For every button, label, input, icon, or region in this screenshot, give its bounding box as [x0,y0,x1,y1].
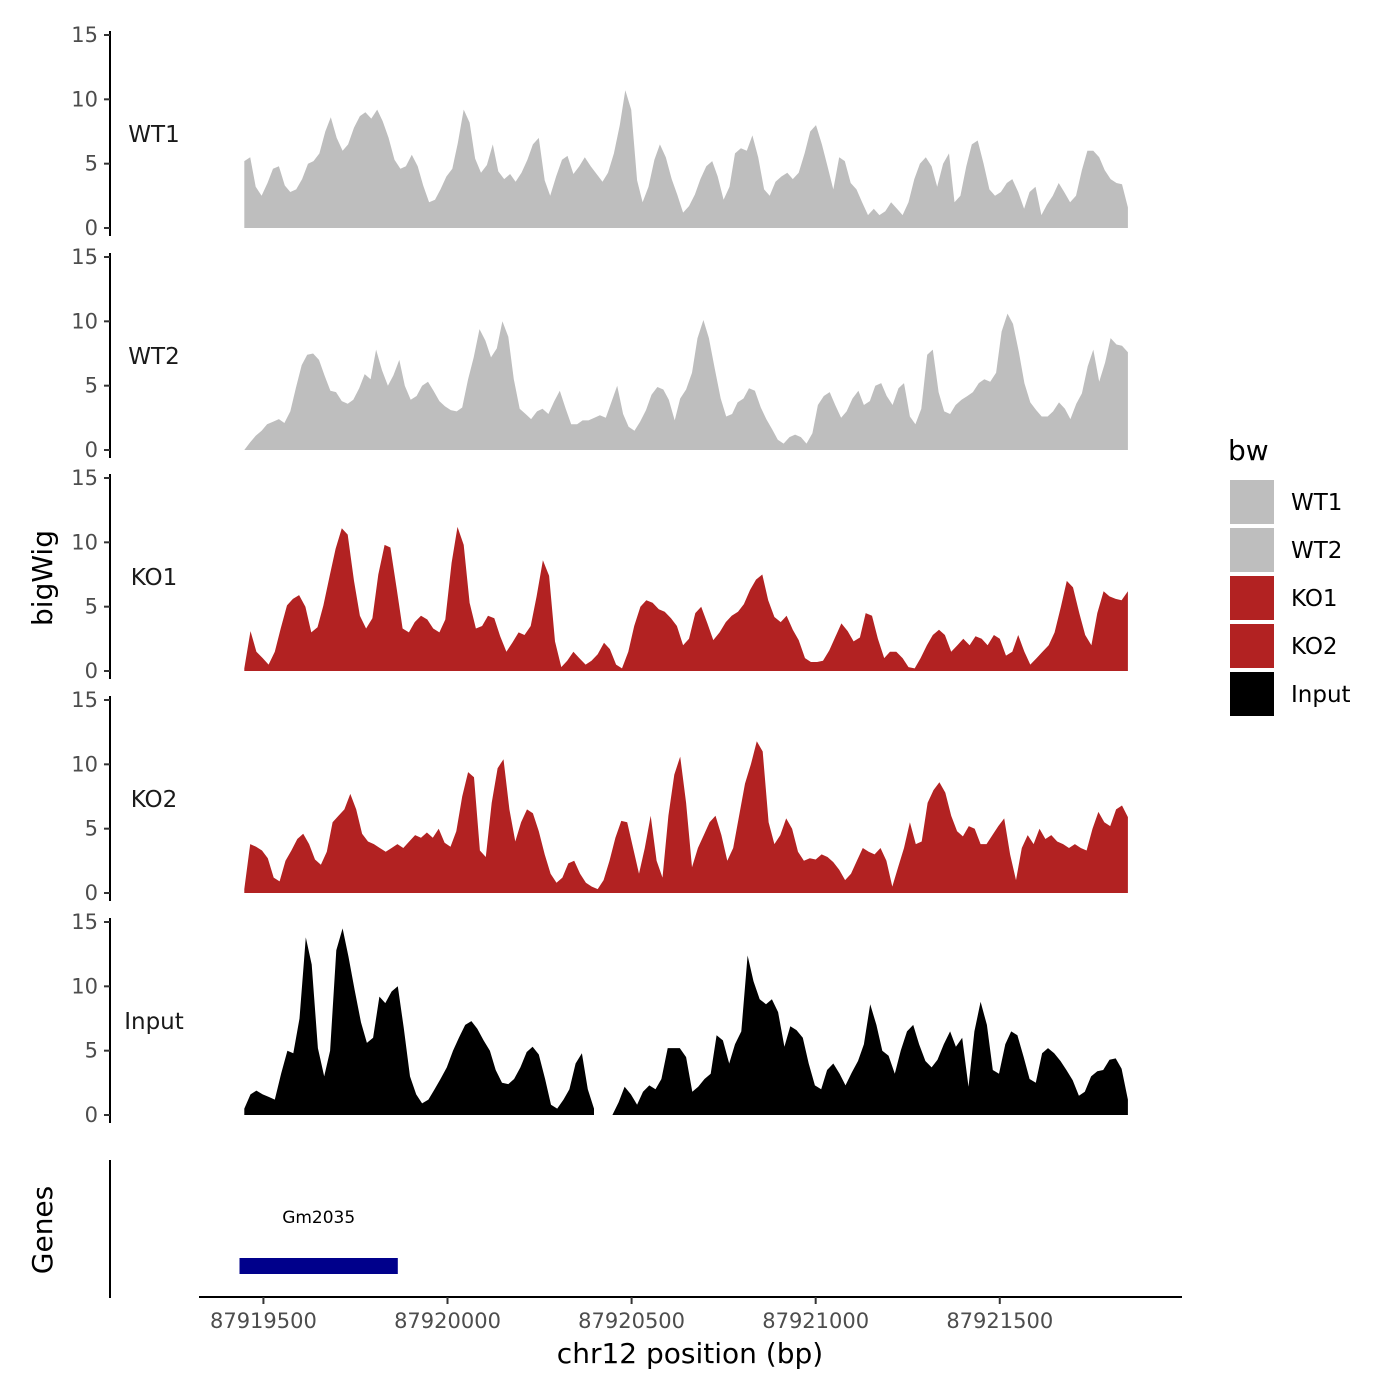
y-tick-label: 10 [71,309,98,333]
legend-label-wt1: WT1 [1291,490,1342,516]
y-tick-label: 10 [71,752,98,776]
x-ticks: 87919500 87920000 87920500 87921000 87921500 [210,1297,1053,1333]
track-panel-input: 0 5 10 15 Input [71,910,1128,1127]
y-tick-label: 15 [71,466,98,490]
track-panels: 0 5 10 15 WT1 0 5 10 15 WT2 0 5 10 15 KO1 0 5 10 15 KO2 0 5 10… [71,23,1128,1127]
y-axis-title: bigWig [26,530,59,626]
y-tick-label: 0 [85,1103,98,1127]
track-label-input: Input [124,1009,184,1035]
y-tick-label: 0 [85,881,98,905]
area-ko2 [244,741,1128,893]
gene-bar [239,1258,398,1274]
x-axis-title: chr12 position (bp) [557,1337,823,1370]
legend-key-wt2 [1230,528,1274,572]
gene-label: Gm2035 [282,1208,355,1228]
legend-key-input [1230,672,1274,716]
track-label-wt2: WT2 [128,344,179,370]
track-panel-ko2: 0 5 10 15 KO2 [71,688,1128,905]
legend-label-ko2: KO2 [1291,634,1338,660]
y-tick-label: 15 [71,245,98,269]
y-tick-label: 10 [71,530,98,554]
y-tick-label: 0 [85,216,98,240]
x-tick-label: 87919500 [210,1309,317,1333]
legend-items: WT1 WT2 KO1 KO2 Input [1230,480,1351,716]
area-input [612,955,1128,1115]
track-panel-wt2: 0 5 10 15 WT2 [71,245,1128,462]
x-tick-label: 87921000 [762,1309,869,1333]
legend-label-ko1: KO1 [1291,586,1338,612]
genes-axis-title: Genes [26,1186,59,1274]
y-tick-label: 0 [85,659,98,683]
y-tick-label: 5 [85,152,98,176]
y-tick-label: 10 [71,974,98,998]
y-tick-label: 15 [71,23,98,47]
x-tick-label: 87920000 [394,1309,501,1333]
legend: bw WT1 WT2 KO1 KO2 Input [1228,434,1351,716]
x-tick-label: 87921500 [946,1309,1053,1333]
legend-key-ko1 [1230,576,1274,620]
y-tick-label: 5 [85,1039,98,1063]
area-ko1 [244,526,1128,671]
legend-key-ko2 [1230,624,1274,668]
y-tick-label: 5 [85,374,98,398]
track-label-wt1: WT1 [128,122,179,148]
y-tick-label: 15 [71,910,98,934]
area-wt2 [244,313,1128,450]
legend-label-input: Input [1291,682,1351,708]
y-tick-label: 10 [71,87,98,111]
y-tick-label: 15 [71,688,98,712]
area-input [244,928,595,1115]
area-wt1 [244,90,1128,228]
track-label-ko1: KO1 [131,565,178,591]
gene-marks: Gm2035 [239,1208,398,1274]
y-tick-label: 5 [85,817,98,841]
track-label-ko2: KO2 [131,787,178,813]
genes-panel: Genes Gm2035 [26,1160,398,1298]
x-tick-label: 87920500 [578,1309,685,1333]
legend-label-wt2: WT2 [1291,538,1342,564]
y-tick-label: 0 [85,438,98,462]
legend-title: bw [1228,434,1269,467]
x-axis: 87919500 87920000 87920500 87921000 87921500… [199,1296,1182,1370]
track-panel-ko1: 0 5 10 15 KO1 [71,466,1128,683]
y-tick-label: 5 [85,595,98,619]
track-panel-wt1: 0 5 10 15 WT1 [71,23,1128,240]
legend-key-wt1 [1230,480,1274,524]
